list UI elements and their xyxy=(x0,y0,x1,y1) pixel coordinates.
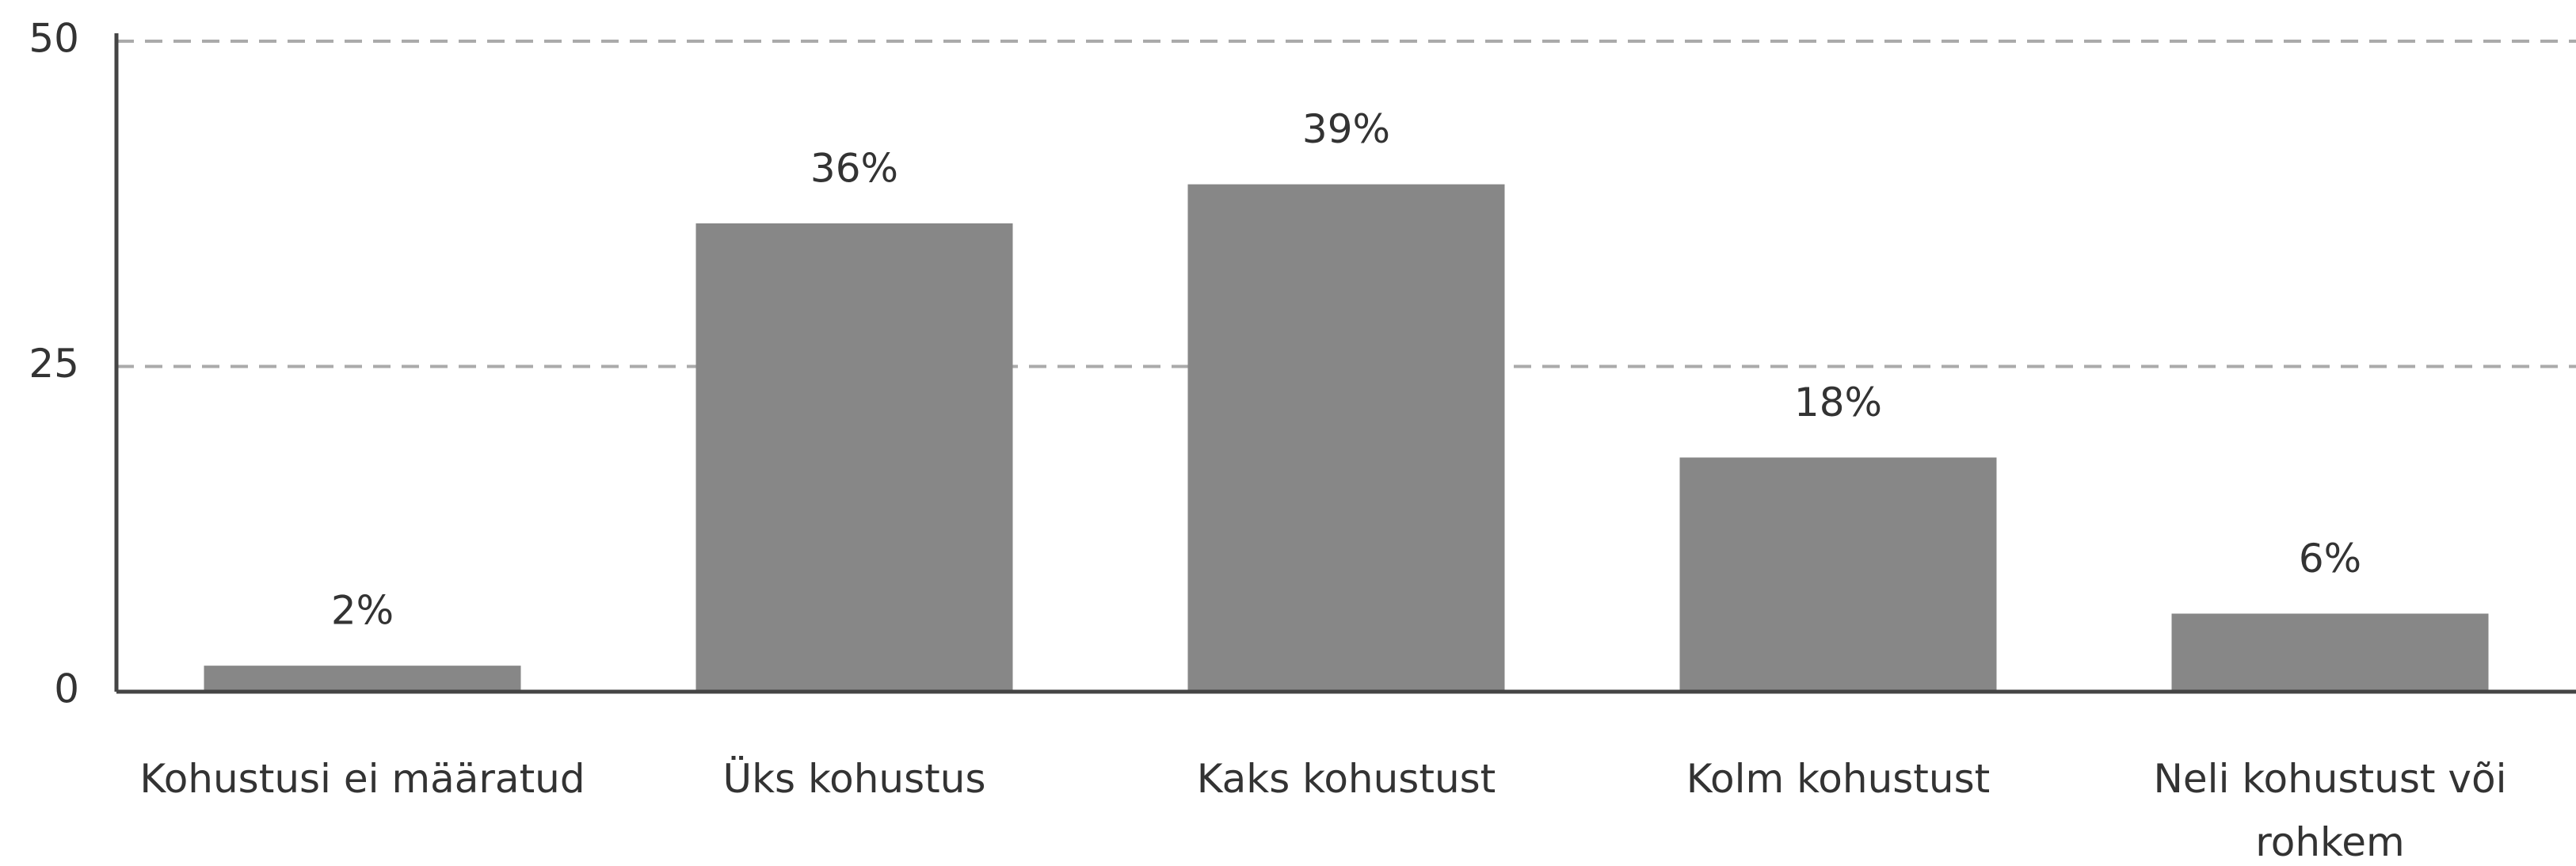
y-tick-label: 25 xyxy=(29,341,79,387)
x-tick-label: Kohustusi ei määratud xyxy=(139,756,585,802)
value-label: 36% xyxy=(810,145,898,191)
bar xyxy=(695,223,1013,692)
y-tick-label: 0 xyxy=(54,666,79,712)
y-tick-label: 50 xyxy=(29,16,79,62)
x-tick-label: Üks kohustus xyxy=(722,756,986,802)
bar xyxy=(1679,457,1997,692)
value-label: 39% xyxy=(1302,106,1390,152)
bar xyxy=(204,666,521,692)
value-label: 6% xyxy=(2299,536,2361,582)
value-label: 18% xyxy=(1794,380,1882,425)
x-tick-label: Kolm kohustust xyxy=(1686,756,1991,802)
bar xyxy=(2171,613,2489,692)
x-tick-label: Kaks kohustust xyxy=(1196,756,1496,802)
value-label: 2% xyxy=(331,588,394,634)
x-tick-label: Neli kohustust või rohkem xyxy=(2153,756,2507,865)
bar xyxy=(1187,184,1505,692)
